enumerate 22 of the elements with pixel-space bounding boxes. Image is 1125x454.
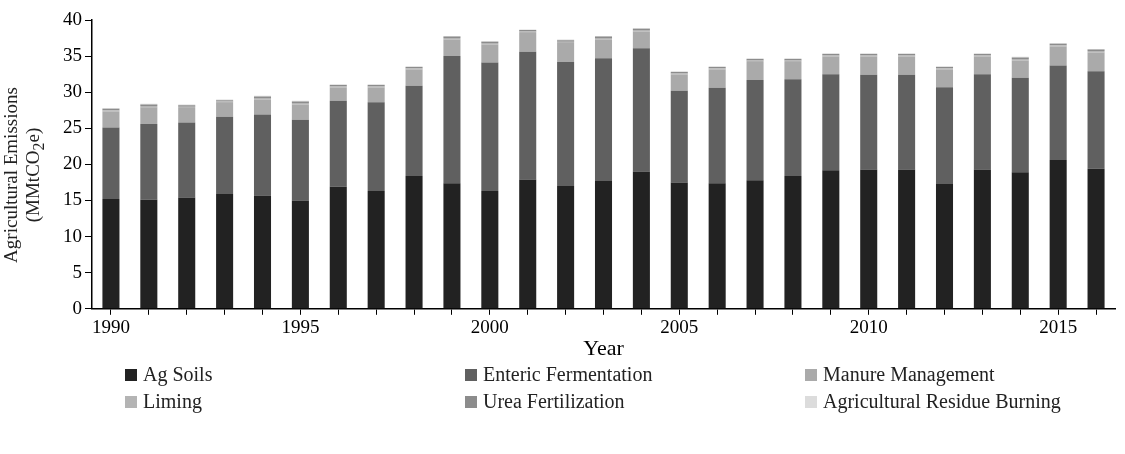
legend-label: Ag Soils: [143, 363, 213, 386]
y-tick-label: 15: [63, 188, 82, 210]
x-tick-label: 2010: [849, 316, 888, 338]
x-tick-label: 1995: [281, 316, 320, 338]
y-tick-label: 5: [72, 260, 82, 282]
y-tick-label: 25: [63, 116, 82, 138]
x-tick-label: 2005: [660, 316, 699, 338]
legend-label: Agricultural Residue Burning: [823, 390, 1061, 413]
y-tick-label: 35: [63, 44, 82, 66]
legend-label: Urea Fertilization: [483, 390, 625, 413]
x-tick-label: 1990: [91, 316, 130, 338]
legend-label: Manure Management: [823, 363, 995, 386]
y-tick-label: 0: [72, 296, 82, 318]
legend-label: Liming: [143, 390, 202, 413]
y-tick-label: 10: [63, 224, 82, 246]
x-tick-label: 2015: [1039, 316, 1078, 338]
x-tick-label: 2000: [470, 316, 509, 338]
x-axis-title: Year: [583, 334, 625, 360]
y-tick-label: 40: [63, 7, 82, 29]
y-tick-label: 30: [63, 80, 82, 102]
legend-label: Enteric Fermentation: [483, 363, 653, 386]
y-tick-label: 20: [63, 152, 82, 174]
